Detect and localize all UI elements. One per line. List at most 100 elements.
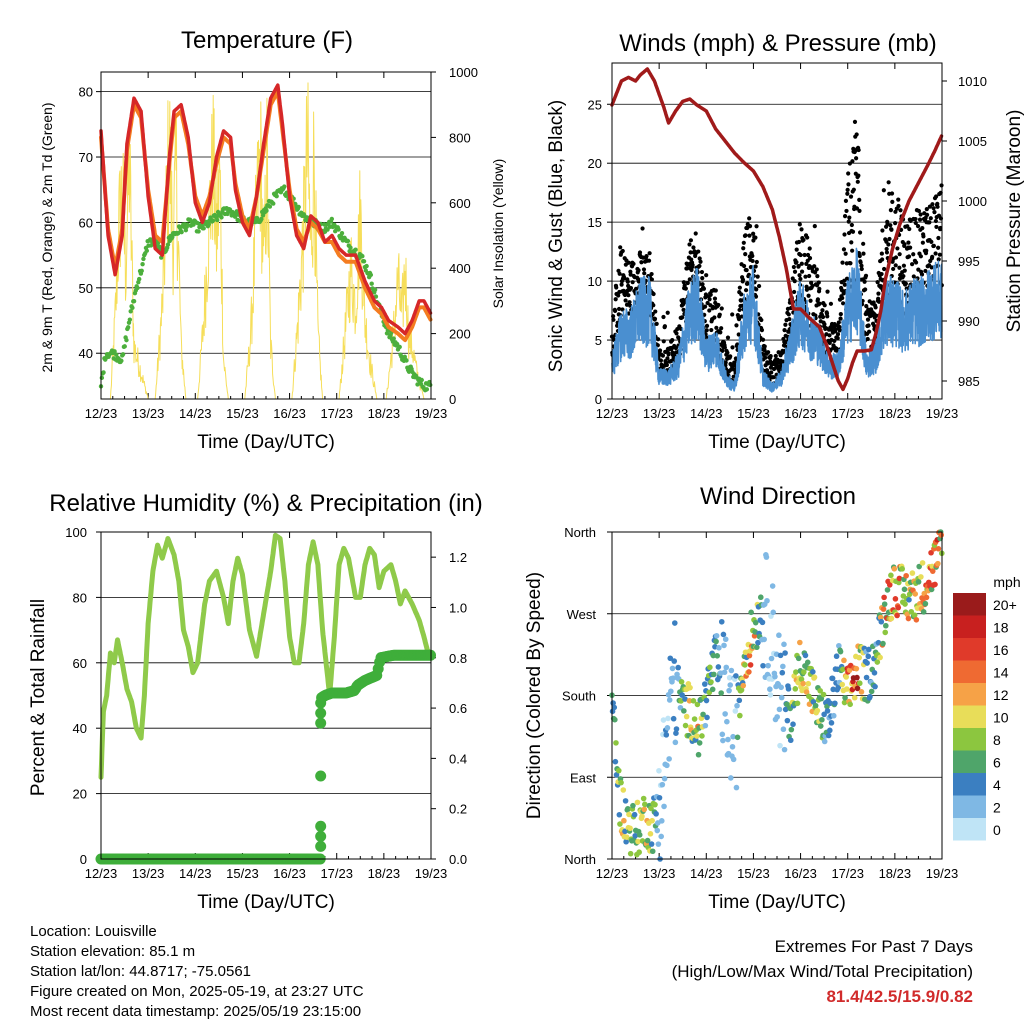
gust-point [920,226,925,231]
direction-point [841,657,847,664]
gust-point [837,324,842,330]
gust-point [709,327,714,333]
direction-point [856,654,863,661]
dewpoint-point [112,349,117,354]
direction-point [800,669,807,675]
direction-point [720,631,727,638]
x-tick-label: 16/23 [273,866,306,881]
direction-point [841,699,848,706]
direction-point [779,669,786,676]
chart-title: Temperature (F) [181,27,353,54]
direction-point [905,615,912,622]
gust-point [841,247,847,252]
gust-point [857,208,862,213]
y-tick-label: North [564,525,596,540]
dewpoint-point [114,352,119,357]
colorbar-label: 16 [993,642,1009,658]
gust-point [897,265,902,270]
gust-point [753,264,758,269]
dewpoint-point [271,201,276,206]
dewpoint-point [127,317,133,322]
direction-point [721,669,728,676]
x-tick-label: 19/23 [415,866,448,881]
gust-point [759,328,765,333]
direction-point [825,732,832,739]
direction-point [696,740,703,746]
gust-point [730,345,735,350]
gust-point [893,209,898,214]
gust-point [925,212,930,217]
colorbar-swatch [953,728,986,751]
gust-point [936,257,941,262]
direction-point [854,674,860,681]
gust-point [863,273,869,278]
gust-point [928,216,933,221]
y-right-tick-label: 600 [449,196,471,211]
gust-point [665,310,670,315]
gust-point [769,370,774,375]
dewpoint-point [428,382,433,388]
direction-point [718,618,725,625]
gust-point [701,286,707,291]
direction-point [819,716,825,723]
gust-point [820,308,825,313]
gust-point [927,220,932,225]
gust-point [817,301,822,306]
x-tick-label: 14/23 [179,866,212,881]
station-latlon: Station lat/lon: 44.8717; -75.0561 [30,963,252,980]
direction-point [804,659,811,666]
direction-point [929,568,936,574]
direction-point [746,669,752,675]
dewpoint-point [368,272,374,278]
x-tick-label: 18/23 [879,866,912,881]
direction-point [824,708,831,714]
colorbar-label: 6 [993,755,1001,771]
gust-point [737,285,742,290]
direction-point [747,662,754,668]
direction-point [661,775,668,782]
x-tick-label: 16/23 [784,866,817,881]
direction-point [642,801,648,808]
direction-point [701,681,708,687]
gust-point [851,187,856,192]
y-right-axis-label: Station Pressure (Maroon) [1004,110,1024,333]
gust-point [913,216,918,222]
gust-point [822,303,827,308]
x-tick-label: 17/23 [831,406,864,421]
gust-point [647,251,652,256]
gust-point [716,302,721,308]
direction-point [664,762,670,769]
x-tick-label: 19/23 [926,406,959,421]
direction-point [886,582,893,588]
gust-point [798,252,803,258]
y-right-axis-label: Solar Insolation (Yellow) [490,159,506,309]
direction-point [915,579,922,585]
x-tick-label: 16/23 [784,406,817,421]
direction-point [666,697,673,703]
y-right-tick-label: 200 [449,327,471,342]
dewpoint-point [360,254,365,259]
gust-point [861,241,866,246]
direction-point [883,622,889,629]
gust-point [893,263,898,268]
direction-point [622,798,629,804]
y-tick-label: South [562,689,596,704]
direction-point [694,701,701,708]
gust-point [936,245,941,250]
y-tick-label: 25 [588,97,602,112]
direction-point [656,767,662,774]
solar-insolation-line [100,82,431,400]
precip-point [315,770,327,782]
gust-point [825,289,830,294]
gust-point [762,344,767,349]
direction-point [730,756,737,763]
direction-point [935,560,941,567]
dewpoint-point [130,305,135,311]
direction-point [772,673,778,680]
gust-point [837,328,842,333]
direction-point [710,652,717,659]
direction-point [682,696,688,702]
extremes-values: 81.4/42.5/15.9/0.82 [826,987,973,1006]
gust-point [881,188,886,193]
dewpoint-point [419,377,424,383]
